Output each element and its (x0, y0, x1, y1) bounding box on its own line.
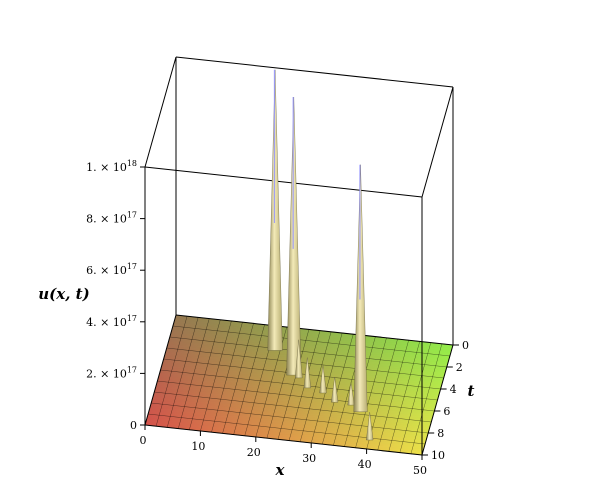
grid-line-t (172, 325, 450, 357)
grid-line-t (151, 402, 429, 434)
x-tick-label: 30 (302, 452, 316, 465)
axis-ticks: 0 10 20 30 40 50 0 2 46 8 10 0 2. × 1017 4. × 1017 6. … (86, 159, 469, 477)
x-tick-label: 0 (140, 434, 147, 447)
z-tick-label: 0 (130, 419, 137, 432)
box-edge (144, 166, 423, 198)
z-tick-label: 2. × 1017 (86, 365, 137, 380)
box-edge (421, 86, 454, 198)
z-tick-label: 8. × 1017 (86, 211, 137, 226)
box-edge (144, 56, 177, 168)
t-tick-label: 10 (431, 449, 445, 462)
x-tick-label: 10 (191, 440, 205, 453)
grid-line-t (148, 413, 426, 445)
surface-peak (353, 164, 368, 412)
grid-line-t (160, 369, 438, 401)
z-axis-label: u(x, t) (38, 285, 89, 303)
box-edge (175, 56, 454, 88)
t-tick-label: 8 (437, 427, 444, 440)
t-tick-label: 4 (450, 383, 457, 396)
grid-line-t (157, 380, 435, 412)
t-axis-label: t (468, 382, 475, 400)
x-tick-label: 20 (247, 446, 261, 459)
x-axis-label: x (275, 461, 286, 479)
surface-peak (347, 382, 355, 406)
box-edge (175, 314, 454, 346)
x-tick-label: 50 (413, 464, 427, 477)
grid-line-t (166, 347, 444, 379)
bounding-box (144, 56, 454, 456)
surface-peak (366, 412, 374, 441)
grid-line-t (169, 336, 447, 368)
box-edge (421, 344, 454, 456)
z-tick-label: 4. × 1017 (86, 314, 137, 329)
surface-peak (331, 376, 339, 403)
surface-peak (294, 339, 303, 379)
t-tick-label: 2 (456, 361, 463, 374)
t-tick-label: 6 (443, 405, 450, 418)
surface-peak (286, 96, 302, 376)
surface-peaks (267, 69, 374, 441)
surface-peak (303, 357, 312, 389)
box-edge (144, 314, 177, 426)
grid-line-t (154, 391, 432, 423)
x-tick-label: 40 (358, 458, 372, 471)
t-tick-label: 0 (462, 339, 469, 352)
surface-peak (319, 365, 327, 394)
surface-peak (267, 69, 283, 351)
z-tick-label: 6. × 1017 (86, 262, 137, 277)
z-tick-label: 1. × 1018 (86, 159, 137, 174)
box-edge (144, 424, 423, 456)
